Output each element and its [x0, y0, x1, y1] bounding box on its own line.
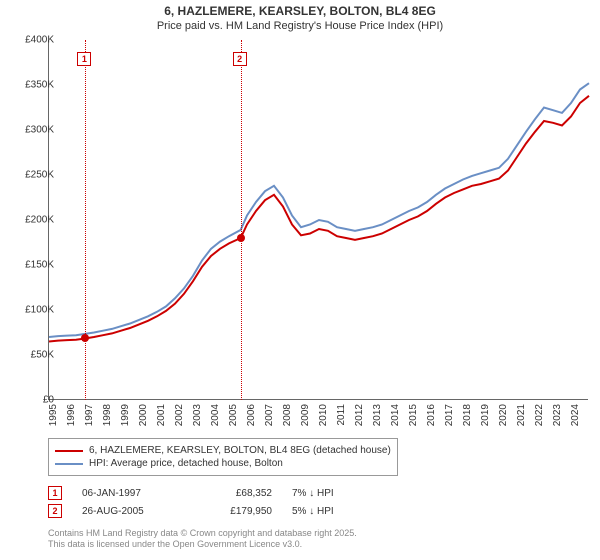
series-hpi [49, 83, 589, 337]
plot-svg [49, 40, 589, 400]
legend-item-hpi: HPI: Average price, detached house, Bolt… [55, 458, 391, 469]
x-tick-label: 2018 [462, 404, 473, 426]
event-dot [237, 234, 245, 242]
x-tick-label: 1995 [48, 404, 59, 426]
series-price-paid [49, 96, 589, 342]
x-tick-label: 1999 [120, 404, 131, 426]
x-tick-label: 2003 [192, 404, 203, 426]
legend-swatch [55, 463, 83, 465]
events-table: 1 06-JAN-1997 £68,352 7% ↓ HPI 2 26-AUG-… [48, 482, 372, 522]
x-tick-label: 2019 [480, 404, 491, 426]
x-tick-label: 2020 [498, 404, 509, 426]
event-date: 06-JAN-1997 [82, 488, 172, 499]
y-tick-label: £50K [4, 350, 54, 361]
footer-line: This data is licensed under the Open Gov… [48, 539, 357, 550]
x-tick-label: 2010 [318, 404, 329, 426]
x-tick-label: 2009 [300, 404, 311, 426]
x-tick-label: 2017 [444, 404, 455, 426]
x-tick-label: 2001 [156, 404, 167, 426]
legend-swatch [55, 450, 83, 452]
event-dot [81, 334, 89, 342]
legend-item-price-paid: 6, HAZLEMERE, KEARSLEY, BOLTON, BL4 8EG … [55, 445, 391, 456]
x-tick-label: 2022 [534, 404, 545, 426]
event-price: £179,950 [192, 506, 272, 517]
event-diff: 7% ↓ HPI [292, 488, 372, 499]
x-tick-label: 2005 [228, 404, 239, 426]
event-marker-box: 2 [48, 504, 62, 518]
x-tick-label: 2002 [174, 404, 185, 426]
x-tick-label: 2023 [552, 404, 563, 426]
event-marker-top: 1 [77, 52, 91, 66]
plot-area [48, 40, 588, 400]
x-tick-label: 2015 [408, 404, 419, 426]
y-tick-label: £100K [4, 305, 54, 316]
x-tick-label: 2006 [246, 404, 257, 426]
y-tick-label: £0 [4, 395, 54, 406]
x-tick-label: 1996 [66, 404, 77, 426]
x-tick-label: 2004 [210, 404, 221, 426]
x-tick-label: 2007 [264, 404, 275, 426]
event-vline [241, 40, 242, 400]
event-date: 26-AUG-2005 [82, 506, 172, 517]
legend: 6, HAZLEMERE, KEARSLEY, BOLTON, BL4 8EG … [48, 438, 398, 476]
event-vline [85, 40, 86, 400]
x-tick-label: 2016 [426, 404, 437, 426]
event-price: £68,352 [192, 488, 272, 499]
chart-container: 6, HAZLEMERE, KEARSLEY, BOLTON, BL4 8EG … [0, 0, 600, 560]
y-tick-label: £400K [4, 35, 54, 46]
footer-line: Contains HM Land Registry data © Crown c… [48, 528, 357, 539]
x-tick-label: 2024 [570, 404, 581, 426]
chart-subtitle: Price paid vs. HM Land Registry's House … [0, 20, 600, 32]
x-tick-label: 1998 [102, 404, 113, 426]
event-marker-top: 2 [233, 52, 247, 66]
x-tick-label: 2011 [336, 404, 347, 426]
event-marker-box: 1 [48, 486, 62, 500]
y-tick-label: £300K [4, 125, 54, 136]
x-tick-label: 2021 [516, 404, 527, 426]
x-tick-label: 2000 [138, 404, 149, 426]
x-tick-label: 2013 [372, 404, 383, 426]
y-tick-label: £250K [4, 170, 54, 181]
event-diff: 5% ↓ HPI [292, 506, 372, 517]
event-row: 2 26-AUG-2005 £179,950 5% ↓ HPI [48, 504, 372, 518]
x-tick-label: 2014 [390, 404, 401, 426]
y-tick-label: £350K [4, 80, 54, 91]
legend-label: 6, HAZLEMERE, KEARSLEY, BOLTON, BL4 8EG … [89, 445, 391, 456]
footer-attribution: Contains HM Land Registry data © Crown c… [48, 528, 357, 551]
x-tick-label: 2012 [354, 404, 365, 426]
x-tick-label: 2008 [282, 404, 293, 426]
legend-label: HPI: Average price, detached house, Bolt… [89, 458, 283, 469]
x-tick-label: 1997 [84, 404, 95, 426]
y-tick-label: £200K [4, 215, 54, 226]
y-tick-label: £150K [4, 260, 54, 271]
chart-titles: 6, HAZLEMERE, KEARSLEY, BOLTON, BL4 8EG … [0, 0, 600, 32]
event-row: 1 06-JAN-1997 £68,352 7% ↓ HPI [48, 486, 372, 500]
chart-title: 6, HAZLEMERE, KEARSLEY, BOLTON, BL4 8EG [0, 4, 600, 18]
